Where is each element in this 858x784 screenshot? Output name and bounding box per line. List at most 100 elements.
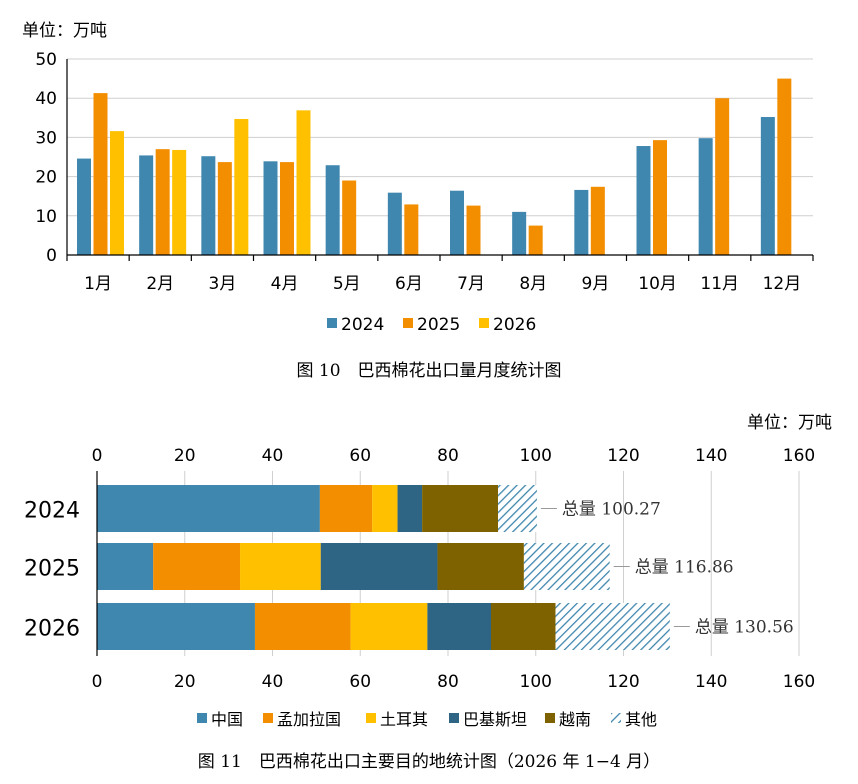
- chart1-bar-2025-11: [715, 98, 730, 255]
- chart1-bar-2025-2: [155, 149, 170, 255]
- chart1-legend-swatch-2026: [479, 318, 489, 328]
- chart1-bar-2025-3: [217, 162, 232, 255]
- chart1-x-tick-label: 8月: [519, 274, 547, 294]
- chart1-bar-2026-2: [172, 149, 187, 255]
- chart1-y-tick-label: 20: [35, 168, 57, 188]
- chart1-bar-2024-1: [77, 158, 91, 255]
- chart1-y-tick-label: 40: [35, 89, 57, 109]
- chart2-top-tick-label: 80: [437, 446, 459, 466]
- chart1-bar-2024-2: [139, 155, 154, 255]
- chart1-bar-2025-8: [528, 225, 543, 255]
- chart1-bar-2026-1: [110, 131, 124, 255]
- chart2-category-labels: 2024 2025 2026: [24, 499, 80, 642]
- chart1-bar-2025-4: [280, 162, 294, 255]
- chart2-top-tick-label: 20: [174, 446, 196, 466]
- chart2-top-tick-label: 40: [262, 446, 284, 466]
- chart2-top-tick-label: 0: [92, 446, 103, 466]
- chart1-bar-2025-7: [466, 205, 481, 255]
- chart1-legend-label: 2025: [417, 315, 460, 335]
- chart1-x-tick-label: 9月: [582, 274, 610, 294]
- chart1-x-tick-label: 1月: [84, 274, 112, 294]
- chart2-segment-土耳其-2026: [350, 603, 428, 650]
- chart1-y-tick-label: 10: [35, 207, 57, 227]
- chart1-bar-2024-11: [698, 138, 713, 255]
- chart1-bar-2025-6: [404, 204, 419, 255]
- chart1-legend-swatch-2024: [327, 318, 337, 328]
- chart2-segment-土耳其-2024: [372, 485, 398, 532]
- chart2-top-tick-label: 160: [783, 446, 815, 466]
- chart1-bar-2025-5: [342, 180, 357, 255]
- chart2-legend-label: 其他: [625, 710, 657, 729]
- chart2-bottom-tick-label: 160: [783, 672, 815, 692]
- chart1-bar-2024-9: [574, 189, 589, 255]
- chart1-bar-2026-3: [234, 118, 249, 255]
- chart2-legend-swatch-巴基斯坦: [449, 713, 459, 723]
- chart1-bar-2025-10: [653, 140, 667, 255]
- chart2-category-label: 2025: [24, 557, 80, 582]
- chart1-x-tick-label: 2月: [146, 274, 174, 294]
- chart2-segment-中国-2024: [97, 485, 320, 532]
- chart1-bar-2026-4: [296, 110, 311, 256]
- chart2-segment-孟加拉国-2025: [153, 543, 241, 590]
- chart2-segment-越南-2025: [437, 543, 524, 590]
- chart2-bottom-tick-label: 140: [695, 672, 727, 692]
- chart2-top-tick-labels: 0 20 40 60 80 100 120 140 160: [92, 446, 816, 466]
- chart2-bottom-tick-label: 20: [174, 672, 196, 692]
- chart2-top-tick-label: 140: [695, 446, 727, 466]
- chart2-legend: 中国 孟加拉国 土耳其 巴基斯坦 越南 其他: [197, 710, 657, 729]
- chart1-x-tick-label: 4月: [271, 274, 299, 294]
- chart2-bottom-tick-label: 60: [349, 672, 371, 692]
- chart2-total-label: 总量 100.27: [562, 500, 661, 520]
- chart2-legend-swatch-越南: [545, 713, 555, 723]
- chart2-total-labels: 总量 100.27 总量 116.86 总量 130.56: [540, 500, 794, 638]
- chart1-x-tick-label: 7月: [457, 274, 485, 294]
- chart2-bottom-tick-label: 0: [92, 672, 103, 692]
- chart1-caption: 图 10 巴西棉花出口量月度统计图: [296, 361, 561, 381]
- chart1-x-tick-label: 6月: [395, 274, 423, 294]
- chart2-legend-swatch-中国: [197, 713, 207, 723]
- chart1-bar-2025-12: [777, 78, 792, 255]
- chart1-legend-label: 2026: [493, 315, 536, 335]
- chart2-legend-label: 中国: [211, 710, 243, 729]
- chart2-segment-其他-2026: [555, 603, 670, 650]
- chart2-legend-swatch-其他: [611, 713, 621, 723]
- chart2-segment-其他-2025: [523, 543, 610, 590]
- chart1-y-tick-labels: 0 10 20 30 40 50: [35, 50, 57, 266]
- chart2-legend-label: 越南: [559, 710, 591, 729]
- chart1-bar-2024-3: [201, 156, 216, 255]
- chart2-total-label: 总量 116.86: [635, 558, 734, 578]
- chart2-segment-巴基斯坦-2024: [397, 485, 423, 532]
- chart2-legend-label: 土耳其: [380, 710, 428, 729]
- chart2-bottom-tick-labels: 0 20 40 60 80 100 120 140 160: [92, 672, 816, 692]
- chart1-bar-2024-8: [512, 211, 527, 255]
- chart1-bar-2025-1: [93, 93, 108, 255]
- chart2-top-tick-label: 60: [349, 446, 371, 466]
- chart2-category-label: 2024: [24, 499, 80, 524]
- chart2-legend-label: 孟加拉国: [277, 710, 341, 729]
- chart2-segment-其他-2024: [498, 485, 537, 532]
- chart2-segment-孟加拉国-2026: [254, 603, 351, 650]
- chart2-bottom-tick-label: 40: [262, 672, 284, 692]
- chart2-segment-中国-2025: [97, 543, 154, 590]
- chart1-x-tick-label: 10月: [638, 274, 677, 294]
- chart1-legend: 2024 2025 2026: [327, 315, 536, 335]
- chart2-unit-label: 单位：万吨: [747, 413, 832, 433]
- chart1-bar-2024-6: [387, 192, 402, 255]
- chart1-gridlines: [67, 58, 813, 217]
- chart1-bar-2025-9: [590, 186, 605, 255]
- chart1-y-tick-label: 0: [46, 246, 57, 266]
- chart2-legend-label: 巴基斯坦: [463, 710, 527, 729]
- chart2-legend-swatch-孟加拉国: [263, 713, 273, 723]
- chart2-segment-中国-2026: [97, 603, 255, 650]
- chart2-category-label: 2026: [24, 617, 80, 642]
- chart1-x-tick-label: 5月: [333, 274, 361, 294]
- chart1-legend-swatch-2025: [403, 318, 413, 328]
- chart1-y-tick-label: 30: [35, 128, 57, 148]
- chart1-x-tick-labels: 1月 2月 3月 4月 5月 6月 7月 8月 9月 10月 11月 12月: [84, 274, 801, 294]
- chart2-stacked-bars: [97, 485, 670, 650]
- chart1-x-tick-label: 3月: [209, 274, 237, 294]
- chart2-segment-越南-2026: [490, 603, 556, 650]
- destination-chart: 单位：万吨 0 20 40 60 80 100 120 140 160 0 20 40 60 80 100…: [24, 413, 832, 772]
- chart1-x-tick-label: 12月: [763, 274, 802, 294]
